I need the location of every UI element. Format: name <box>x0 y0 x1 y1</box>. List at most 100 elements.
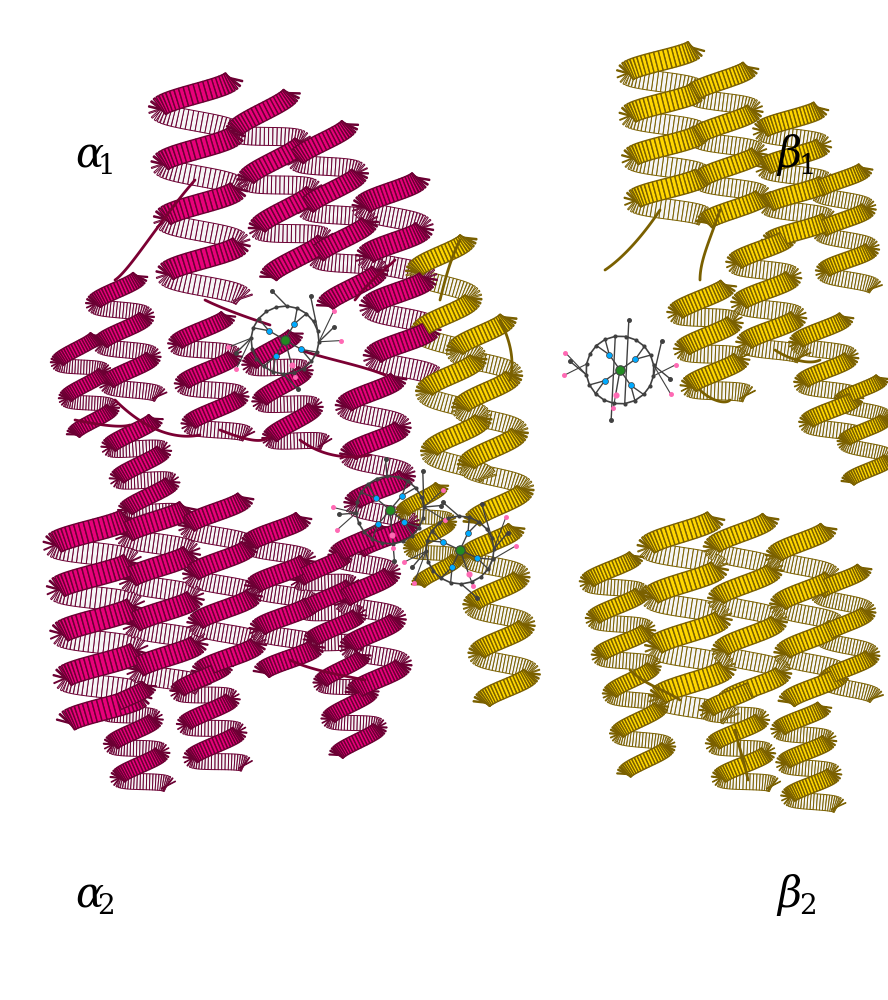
Polygon shape <box>614 725 625 737</box>
Polygon shape <box>687 135 706 139</box>
Polygon shape <box>706 666 717 686</box>
Polygon shape <box>806 727 811 743</box>
Polygon shape <box>420 329 430 346</box>
Polygon shape <box>811 103 820 120</box>
Polygon shape <box>747 299 753 317</box>
Polygon shape <box>453 402 470 411</box>
Polygon shape <box>798 532 808 551</box>
Polygon shape <box>829 659 837 677</box>
Polygon shape <box>731 155 740 174</box>
Polygon shape <box>627 617 631 633</box>
Polygon shape <box>813 226 828 236</box>
Polygon shape <box>154 98 167 115</box>
Polygon shape <box>146 352 158 364</box>
Polygon shape <box>356 652 369 662</box>
Polygon shape <box>474 415 491 424</box>
Polygon shape <box>720 713 740 721</box>
Polygon shape <box>164 204 175 223</box>
Polygon shape <box>850 401 856 415</box>
Polygon shape <box>766 559 778 574</box>
Polygon shape <box>412 536 422 549</box>
Polygon shape <box>353 162 362 179</box>
Polygon shape <box>661 743 675 751</box>
Polygon shape <box>221 280 230 301</box>
Polygon shape <box>376 408 383 427</box>
Polygon shape <box>236 754 241 770</box>
Polygon shape <box>421 314 431 333</box>
Polygon shape <box>774 200 781 219</box>
Polygon shape <box>111 433 122 449</box>
Polygon shape <box>362 501 369 520</box>
Polygon shape <box>61 348 70 362</box>
Polygon shape <box>148 533 155 553</box>
Polygon shape <box>780 718 789 733</box>
Polygon shape <box>162 480 171 494</box>
Polygon shape <box>805 181 813 199</box>
Polygon shape <box>751 327 761 345</box>
Polygon shape <box>684 377 697 391</box>
Polygon shape <box>134 473 139 489</box>
Polygon shape <box>833 400 847 403</box>
Polygon shape <box>291 514 302 531</box>
Polygon shape <box>274 433 277 449</box>
Polygon shape <box>188 196 198 216</box>
Polygon shape <box>641 594 661 602</box>
Polygon shape <box>812 380 817 396</box>
Polygon shape <box>101 287 111 303</box>
Polygon shape <box>214 699 224 715</box>
Polygon shape <box>121 556 141 566</box>
Polygon shape <box>240 643 250 661</box>
Polygon shape <box>102 442 116 451</box>
Polygon shape <box>141 682 155 691</box>
Polygon shape <box>757 603 765 622</box>
Polygon shape <box>176 670 183 690</box>
Polygon shape <box>736 258 743 276</box>
Polygon shape <box>738 650 746 669</box>
Polygon shape <box>612 690 618 705</box>
Polygon shape <box>691 518 702 538</box>
Polygon shape <box>844 232 851 248</box>
Polygon shape <box>354 733 364 748</box>
Polygon shape <box>151 666 158 687</box>
Polygon shape <box>629 692 633 707</box>
Polygon shape <box>820 188 827 204</box>
Polygon shape <box>497 315 510 331</box>
Polygon shape <box>244 591 262 597</box>
Polygon shape <box>127 594 138 614</box>
Polygon shape <box>652 695 657 710</box>
Polygon shape <box>397 508 404 527</box>
Polygon shape <box>480 603 488 621</box>
Polygon shape <box>624 150 640 164</box>
Polygon shape <box>823 177 832 193</box>
Polygon shape <box>782 225 790 244</box>
Polygon shape <box>250 639 263 653</box>
Polygon shape <box>341 121 356 133</box>
Polygon shape <box>188 638 208 646</box>
Polygon shape <box>296 192 308 209</box>
Polygon shape <box>235 125 242 143</box>
Polygon shape <box>116 341 121 357</box>
Polygon shape <box>438 562 447 576</box>
Polygon shape <box>256 175 261 193</box>
Polygon shape <box>184 197 194 217</box>
Polygon shape <box>369 503 377 521</box>
Polygon shape <box>218 356 228 372</box>
Polygon shape <box>224 697 240 700</box>
Polygon shape <box>448 241 459 258</box>
Polygon shape <box>84 376 93 390</box>
Polygon shape <box>297 609 313 612</box>
Polygon shape <box>354 533 365 551</box>
Polygon shape <box>464 452 477 468</box>
Polygon shape <box>663 693 671 713</box>
Polygon shape <box>711 176 718 195</box>
Polygon shape <box>336 715 339 730</box>
Polygon shape <box>372 670 382 688</box>
Polygon shape <box>394 472 405 489</box>
Polygon shape <box>399 209 407 230</box>
Polygon shape <box>758 202 776 207</box>
Polygon shape <box>168 669 175 689</box>
Polygon shape <box>818 679 834 682</box>
Polygon shape <box>340 552 348 570</box>
Polygon shape <box>753 128 771 133</box>
Polygon shape <box>258 390 269 404</box>
